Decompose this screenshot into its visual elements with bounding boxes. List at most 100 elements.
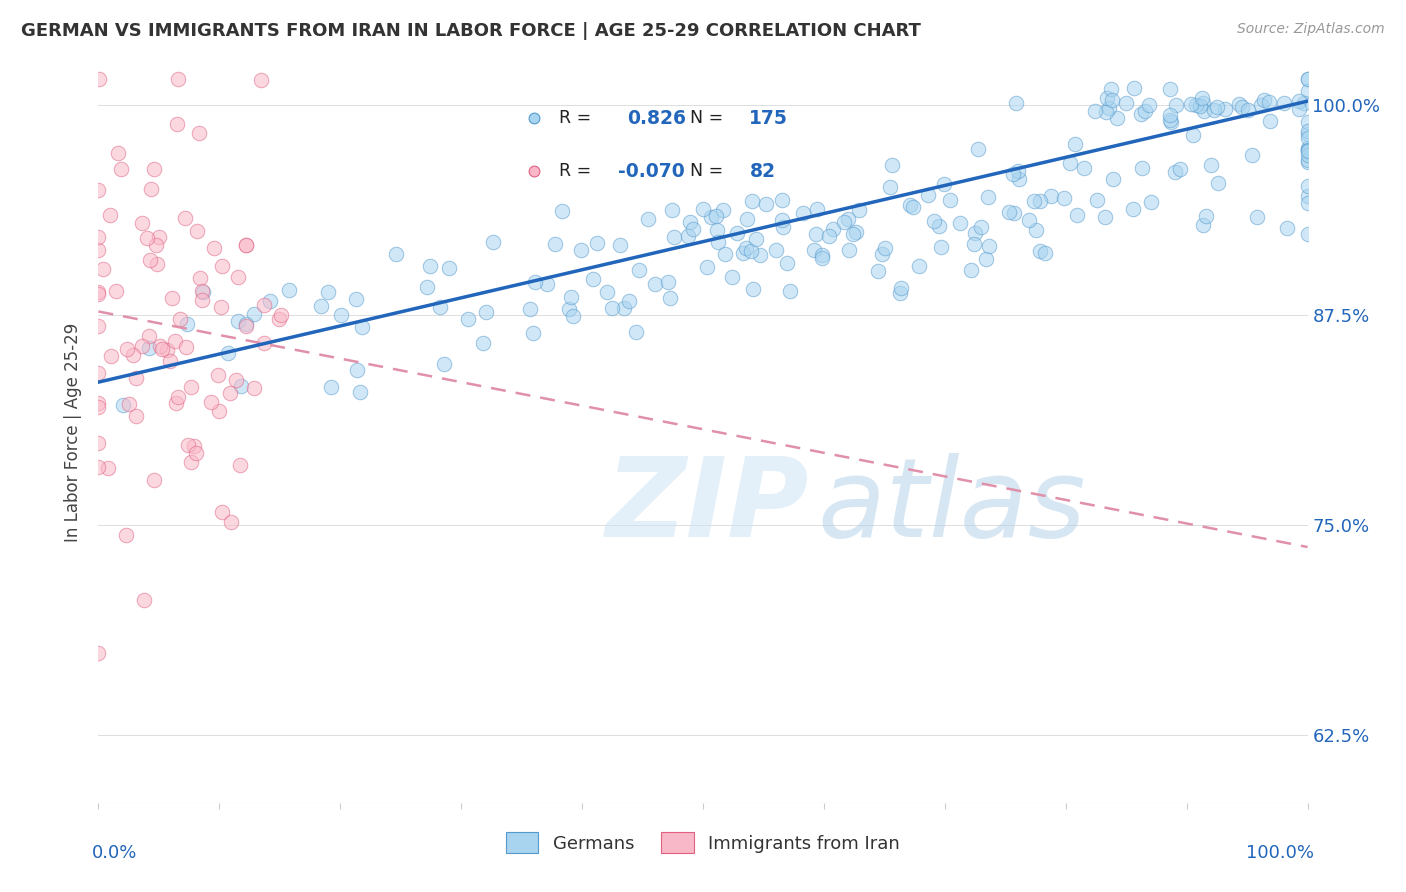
Text: 0.0%: 0.0% — [93, 844, 138, 862]
Point — [551, 203, 574, 218]
Point — [349, 384, 371, 399]
Point — [1002, 206, 1025, 220]
Point — [190, 293, 212, 307]
Point — [226, 269, 249, 284]
Point — [250, 72, 273, 87]
Point — [882, 158, 904, 172]
Point — [821, 222, 844, 236]
Point — [725, 226, 748, 240]
Point — [536, 277, 558, 292]
Point — [1296, 145, 1319, 159]
Point — [219, 386, 242, 401]
Point — [225, 373, 247, 387]
Point — [352, 319, 374, 334]
Point — [700, 211, 723, 225]
Point — [162, 291, 184, 305]
Point — [706, 223, 728, 237]
Point — [166, 117, 188, 131]
Point — [472, 336, 495, 351]
Point — [609, 238, 631, 252]
Point — [132, 593, 155, 607]
Point — [776, 256, 799, 270]
Point — [938, 193, 960, 207]
Point — [692, 202, 714, 216]
Point — [765, 243, 787, 257]
Point — [145, 237, 167, 252]
Point — [714, 247, 737, 261]
Point — [659, 291, 682, 305]
Point — [163, 334, 186, 349]
Point — [1098, 101, 1121, 115]
Point — [87, 243, 110, 257]
Point — [748, 248, 770, 262]
Text: 100.0%: 100.0% — [1246, 844, 1313, 862]
Text: N =: N = — [690, 162, 724, 180]
Point — [1227, 96, 1250, 111]
Point — [1296, 114, 1319, 128]
Point — [1066, 208, 1088, 222]
Point — [1296, 196, 1319, 211]
Point — [267, 312, 290, 326]
Point — [519, 301, 541, 316]
Point — [221, 515, 243, 529]
Point — [1180, 96, 1202, 111]
Point — [253, 335, 276, 350]
Point — [890, 281, 912, 295]
Point — [135, 231, 157, 245]
Point — [174, 340, 197, 354]
Text: ZIP: ZIP — [606, 453, 810, 560]
Point — [735, 211, 758, 226]
Point — [118, 397, 141, 411]
Point — [1084, 103, 1107, 118]
Point — [842, 227, 865, 241]
Point — [330, 308, 353, 322]
Point — [139, 182, 162, 196]
Point — [187, 126, 209, 140]
Point — [735, 241, 758, 255]
Point — [1059, 155, 1081, 169]
Point — [1073, 161, 1095, 175]
Text: 0.826: 0.826 — [627, 109, 686, 128]
Point — [1296, 127, 1319, 141]
Point — [792, 206, 814, 220]
Point — [741, 194, 763, 208]
Point — [87, 230, 110, 244]
Point — [1275, 220, 1298, 235]
Point — [733, 246, 755, 260]
Point — [1168, 161, 1191, 176]
Point — [818, 228, 841, 243]
Point — [1018, 213, 1040, 227]
Point — [1296, 143, 1319, 157]
Point — [89, 72, 111, 87]
Point — [208, 403, 231, 417]
Point — [149, 339, 172, 353]
Point — [209, 300, 232, 314]
Point — [167, 390, 190, 404]
Point — [1250, 98, 1272, 112]
Point — [704, 209, 727, 223]
Point — [1296, 123, 1319, 137]
Text: R =: R = — [560, 162, 591, 180]
Point — [1288, 94, 1310, 108]
Point — [122, 348, 145, 362]
Point — [1296, 143, 1319, 157]
Point — [180, 380, 202, 394]
Point — [1123, 81, 1146, 95]
Point — [1296, 72, 1319, 87]
Point — [626, 325, 648, 339]
Point — [1258, 114, 1281, 128]
Point — [1288, 103, 1310, 117]
Point — [1130, 161, 1153, 176]
Point — [457, 312, 479, 326]
Point — [1115, 95, 1137, 110]
Point — [188, 270, 211, 285]
Point — [226, 314, 249, 328]
Point — [1099, 82, 1122, 96]
Point — [321, 380, 343, 394]
Point — [544, 237, 567, 252]
Point — [152, 342, 174, 356]
Point — [1022, 194, 1045, 209]
Point — [932, 177, 955, 191]
Point — [1085, 193, 1108, 207]
Point — [1296, 179, 1319, 194]
